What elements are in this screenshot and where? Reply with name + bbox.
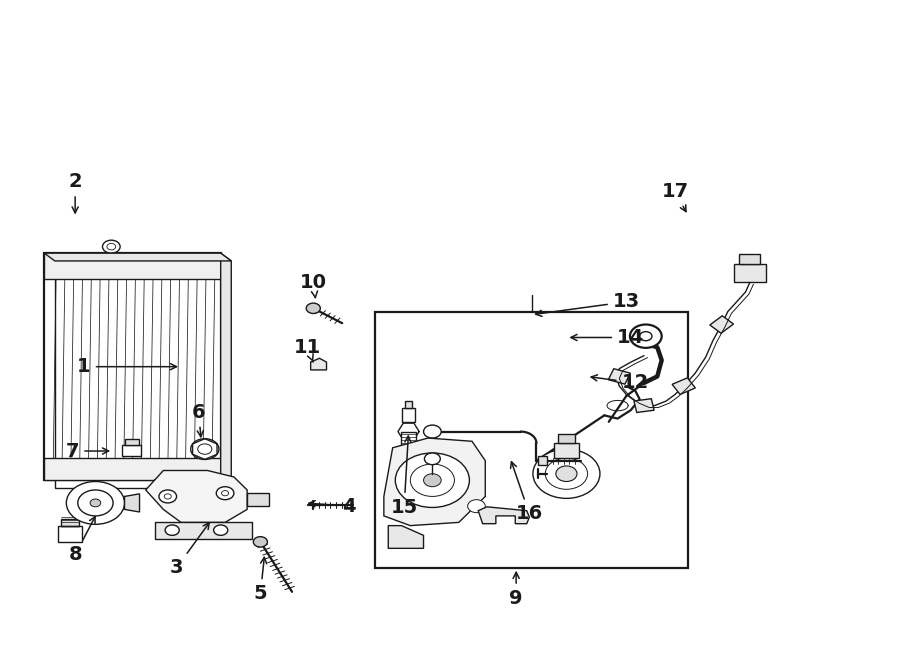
Polygon shape (398, 423, 419, 440)
Bar (734, 264, 766, 282)
Text: 9: 9 (509, 572, 523, 608)
Text: 8: 8 (68, 516, 95, 564)
Bar (405, 401, 412, 408)
Text: 17: 17 (662, 182, 688, 212)
Text: 12: 12 (591, 373, 649, 393)
Polygon shape (478, 507, 529, 524)
Circle shape (424, 474, 441, 487)
Bar (124, 440, 139, 445)
Polygon shape (220, 253, 231, 488)
Circle shape (468, 500, 485, 512)
Text: 10: 10 (300, 273, 327, 298)
Text: 5: 5 (254, 557, 267, 603)
Circle shape (640, 332, 652, 341)
Bar (402, 408, 415, 422)
Circle shape (67, 481, 124, 524)
Bar (248, 493, 269, 506)
Bar (44, 253, 220, 279)
Circle shape (103, 240, 120, 253)
Circle shape (253, 537, 267, 547)
Bar (554, 444, 579, 457)
Circle shape (77, 490, 113, 516)
Circle shape (425, 453, 440, 465)
Text: 13: 13 (536, 293, 640, 316)
Circle shape (545, 458, 588, 489)
Circle shape (556, 466, 577, 481)
Text: 16: 16 (510, 462, 543, 524)
Polygon shape (383, 438, 485, 526)
Bar (61, 519, 78, 526)
Circle shape (216, 487, 234, 500)
Bar (538, 456, 547, 465)
Bar (44, 457, 220, 480)
Circle shape (410, 464, 454, 496)
Polygon shape (388, 526, 424, 548)
Polygon shape (672, 378, 696, 395)
Circle shape (203, 485, 226, 502)
Circle shape (630, 324, 662, 348)
Polygon shape (608, 369, 630, 384)
Bar (400, 432, 417, 446)
Polygon shape (710, 316, 734, 333)
Text: 7: 7 (66, 442, 109, 461)
Circle shape (198, 444, 212, 454)
Text: 3: 3 (170, 523, 209, 577)
Bar (739, 254, 760, 264)
Polygon shape (146, 471, 248, 522)
Circle shape (533, 449, 600, 498)
Circle shape (107, 244, 116, 250)
Bar (58, 526, 82, 542)
Bar (122, 445, 141, 456)
Bar (558, 434, 575, 444)
Bar (375, 312, 688, 568)
Polygon shape (310, 358, 327, 370)
Circle shape (191, 439, 219, 459)
Circle shape (221, 491, 229, 496)
Bar (55, 261, 220, 488)
Polygon shape (155, 522, 252, 539)
Circle shape (424, 425, 441, 438)
Circle shape (213, 525, 228, 536)
Text: 1: 1 (77, 357, 176, 376)
Circle shape (395, 453, 470, 508)
Bar (44, 253, 220, 480)
Text: 6: 6 (192, 402, 205, 437)
Circle shape (306, 303, 320, 314)
Polygon shape (634, 399, 654, 412)
Text: 2: 2 (68, 172, 82, 213)
Text: 15: 15 (391, 436, 418, 517)
Text: 4: 4 (309, 496, 356, 516)
Polygon shape (124, 494, 140, 512)
Circle shape (90, 499, 101, 507)
Circle shape (164, 494, 171, 499)
Circle shape (165, 525, 179, 536)
Circle shape (159, 490, 176, 503)
Polygon shape (44, 253, 231, 261)
Text: 11: 11 (293, 338, 320, 362)
Text: 14: 14 (571, 328, 644, 347)
